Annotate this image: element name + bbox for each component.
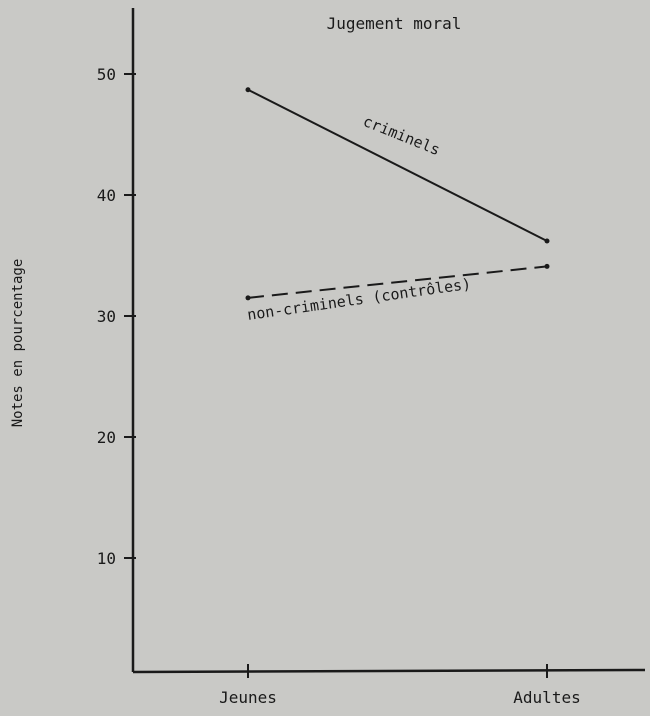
- y-axis-label: Notes en pourcentage: [10, 259, 26, 428]
- y-tick-label-20: 20: [97, 428, 116, 447]
- data-point-1-2: [544, 238, 550, 244]
- series-line-1: [247, 88, 548, 242]
- data-point-2-2: [544, 263, 550, 269]
- y-tick-label-10: 10: [97, 549, 116, 568]
- y-tick-label-40: 40: [97, 186, 116, 205]
- x-tick-label-2: Adultes: [513, 688, 580, 707]
- x-axis: [132, 668, 646, 674]
- x-tick-label-1: Jeunes: [219, 688, 277, 707]
- y-tick-label-30: 30: [97, 307, 116, 326]
- series-line-2: [247, 265, 548, 299]
- y-ticks: 10 20 30 40 50: [97, 65, 136, 568]
- x-ticks: Jeunes Adultes: [219, 664, 581, 707]
- data-point-1-1: [245, 87, 251, 93]
- chart-title: Jugement moral: [327, 14, 462, 33]
- data-point-2-1: [245, 295, 251, 301]
- y-tick-label-50: 50: [97, 65, 116, 84]
- series-layer: [245, 87, 550, 301]
